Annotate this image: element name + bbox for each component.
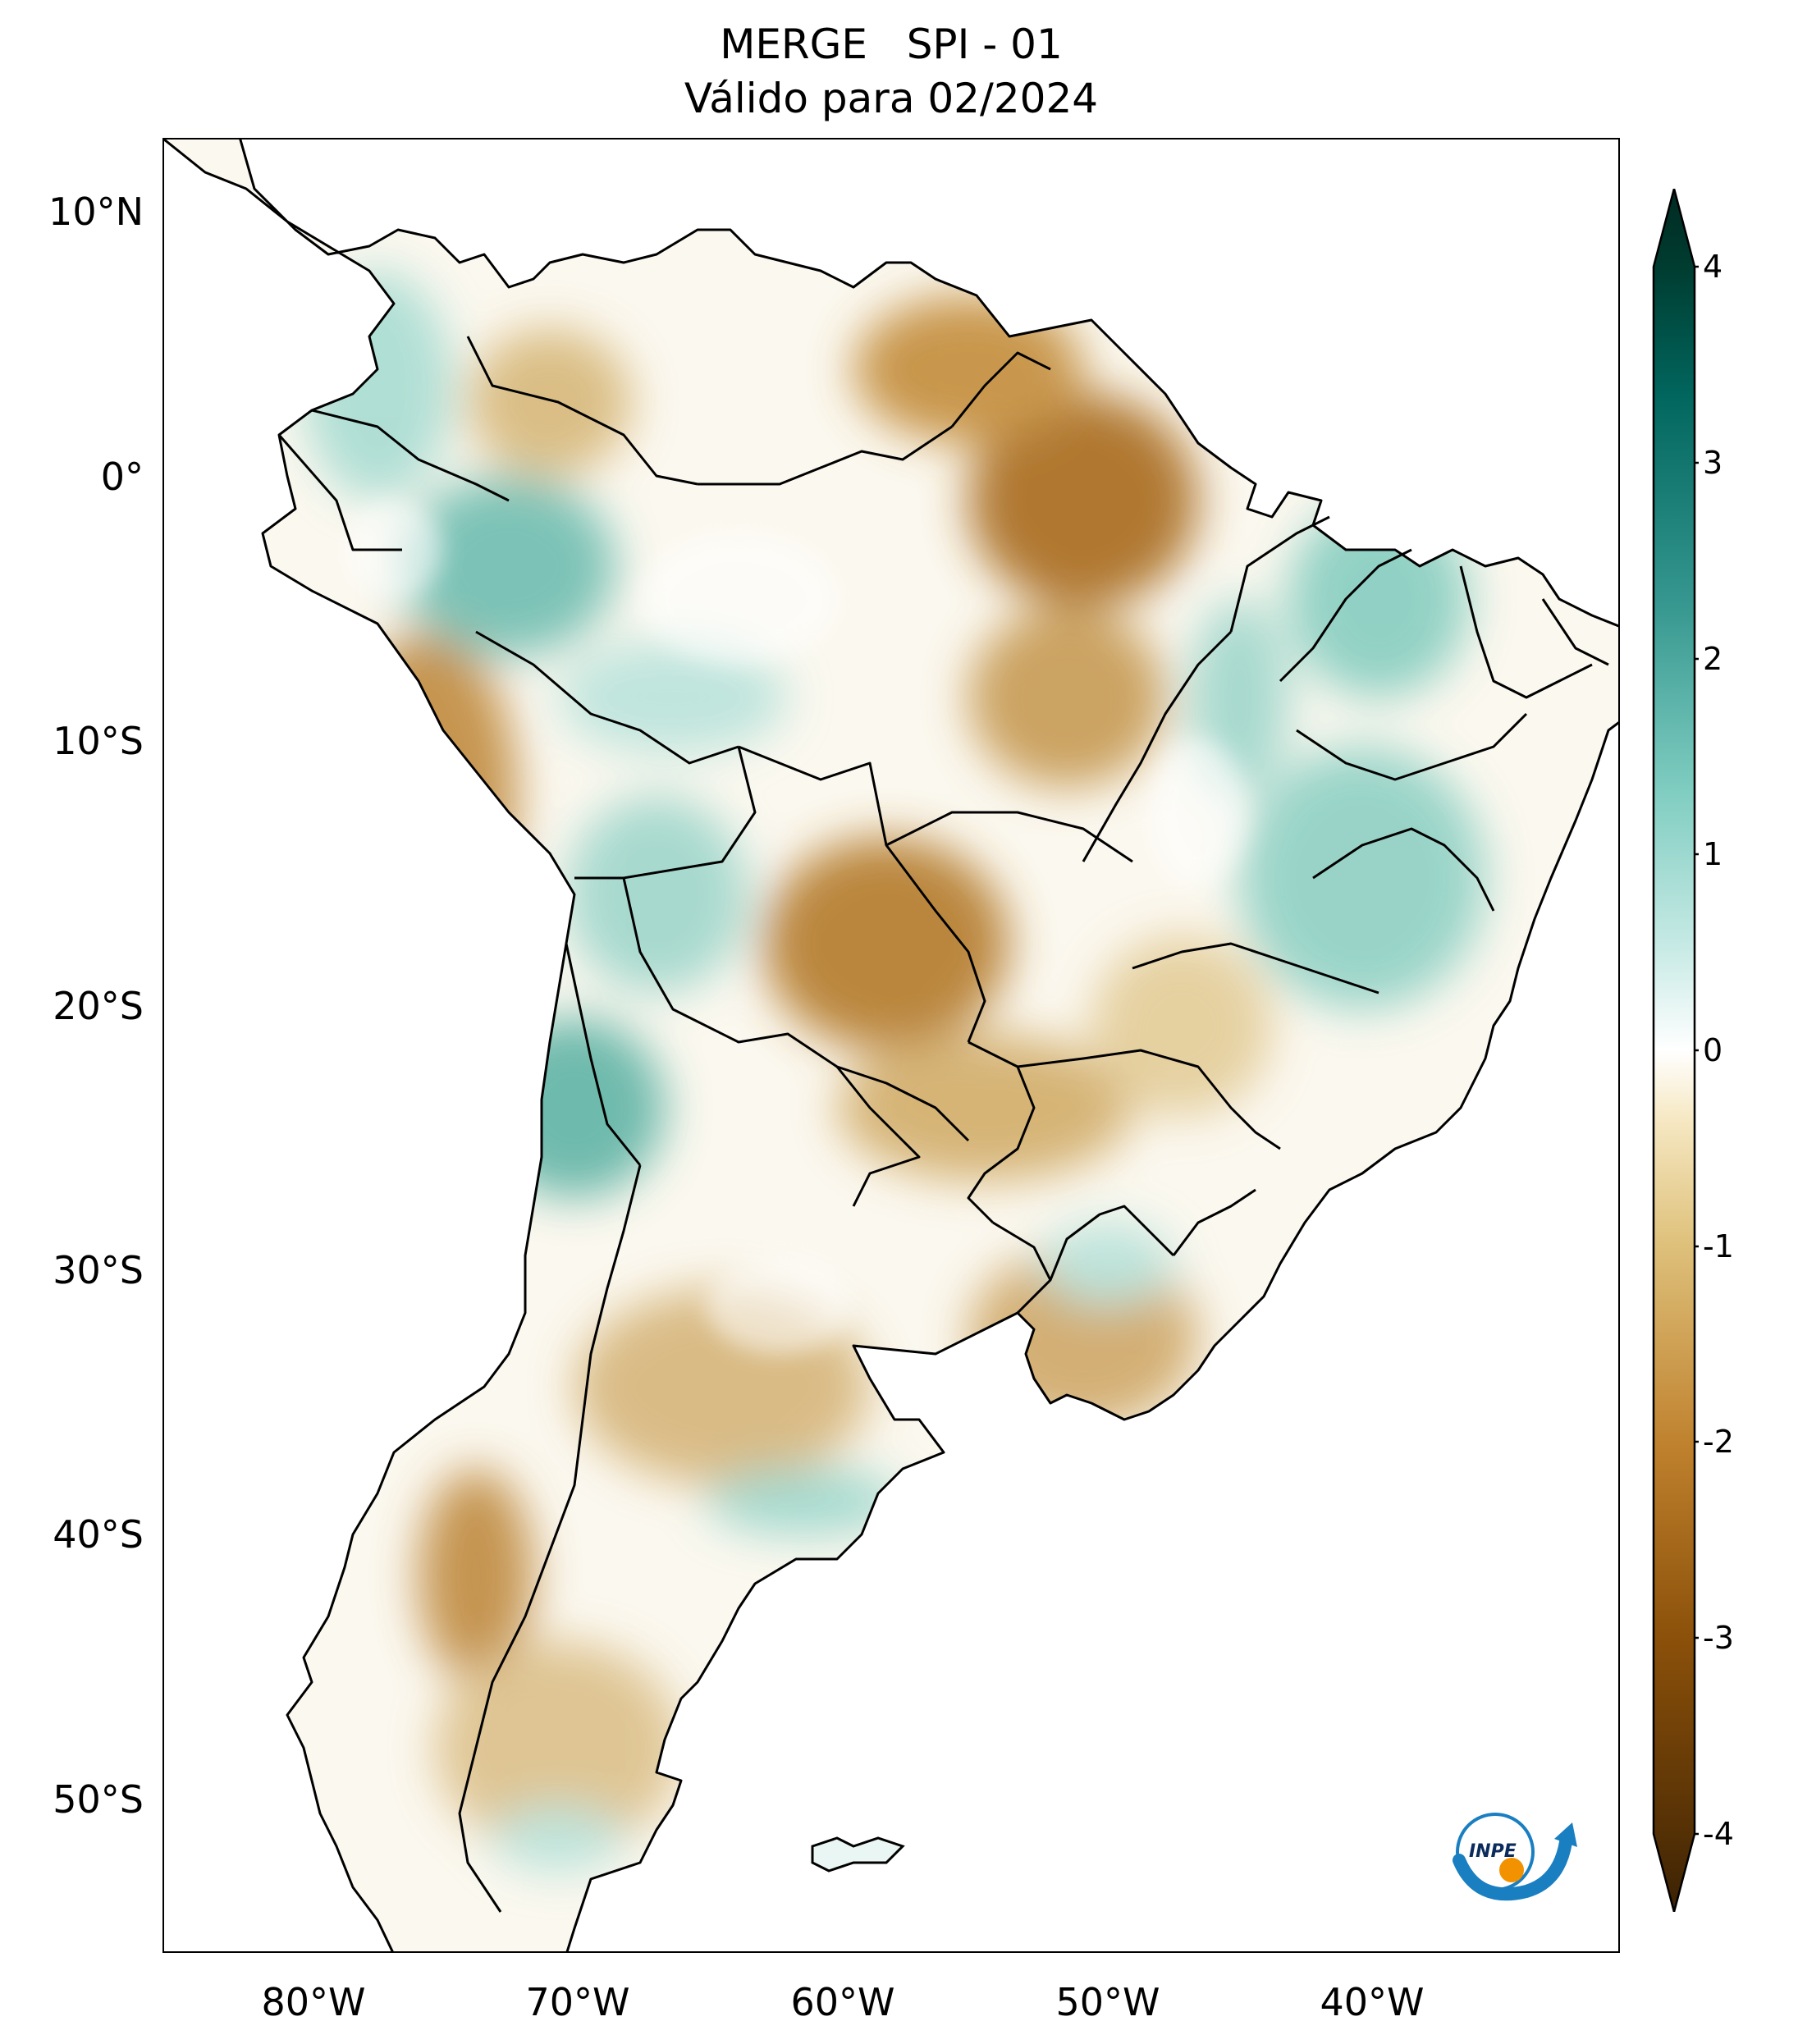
wet-anomaly-western-amazonas [402, 476, 615, 656]
colorbar-label-3: 3 [1703, 445, 1723, 481]
border-piaui [1279, 548, 1412, 683]
colorbar-label-neg1: -1 [1703, 1228, 1734, 1264]
border-bolivia-west [574, 746, 757, 880]
inpe-logo: INPE [1453, 1813, 1577, 1901]
dry-anomaly-sao-paulo [1091, 935, 1272, 1116]
border-brazil-north [698, 425, 953, 486]
logo-text: INPE [1469, 1841, 1517, 1862]
border-mato-grosso-north [885, 811, 1133, 863]
border-bolivia-brazil [738, 745, 986, 1043]
colorbar-label-2: 2 [1703, 641, 1723, 677]
border-paraguay-argentina [835, 1066, 921, 1207]
wet-anomaly-ceara [1288, 501, 1469, 697]
wet-anomaly-rio-grande-sul [1042, 1223, 1174, 1305]
dry-anomaly-central-para [968, 607, 1165, 788]
lat-label-40s: 40°S [53, 1512, 144, 1557]
colorbar-label-0: 0 [1703, 1032, 1723, 1068]
border-colombia-venezuela [466, 336, 698, 486]
dry-anomaly-para [968, 394, 1198, 607]
border-santa-catarina [1172, 1188, 1256, 1256]
logo-arrow-icon [1554, 1822, 1577, 1847]
dry-anomaly-mato-grosso [763, 837, 1009, 1050]
border-peru-brazil [475, 630, 739, 765]
wet-anomaly-amazonas-south [558, 640, 788, 755]
border-bolivia-paraguay [622, 877, 970, 1142]
map-title: MERGE SPI - 01 [720, 21, 1063, 68]
border-maranhao [1229, 515, 1330, 633]
border-colombia-ecuador [311, 409, 510, 502]
border-minas-sao-paulo [1132, 942, 1379, 995]
wet-anomaly-tierra-del-fuego [492, 1805, 624, 1871]
map-panel [162, 138, 1620, 1953]
border-chile-argentina-south [458, 1164, 642, 1913]
border-argentina-brazil [992, 1221, 1052, 1281]
border-bahia-north [1296, 712, 1528, 781]
logo-swoosh-icon [1453, 1836, 1572, 1901]
falkland-islands [811, 1836, 905, 1873]
borders [164, 139, 1618, 1951]
colorbar-label-neg2: -2 [1703, 1424, 1734, 1460]
colorbar-label-1: 1 [1703, 836, 1723, 872]
dry-anomaly-peru [336, 632, 517, 960]
dry-anomaly-colombia [468, 328, 632, 476]
border-paraiba [1541, 598, 1609, 666]
wet-anomaly-bahia [1239, 747, 1485, 1009]
wet-anomaly-bolivia [566, 796, 747, 993]
colorbar-ticks [1695, 265, 1699, 1836]
lat-label-10n: 10°N [48, 190, 144, 234]
lat-label-20s: 20°S [53, 984, 144, 1028]
dry-anomaly-paraguay [837, 1034, 1132, 1182]
lat-label-30s: 30°S [53, 1248, 144, 1292]
dry-anomaly-patagonia [435, 1641, 681, 1854]
map-subtitle: Válido para 02/2024 [684, 75, 1099, 122]
dry-anomaly-southern-chile [419, 1469, 533, 1682]
lon-label-40w: 40°W [1320, 1980, 1425, 2024]
south-america-map [164, 139, 1618, 1951]
wet-anomaly-colombia [304, 271, 451, 501]
lon-label-60w: 60°W [790, 1980, 895, 2024]
spi-field [164, 139, 1618, 1951]
colorbar [1652, 189, 1699, 1912]
lon-label-70w: 70°W [525, 1980, 630, 2024]
border-ecuador-peru [277, 434, 402, 551]
border-chile-argentina-north [565, 943, 642, 1166]
colorbar-bar [1652, 189, 1696, 1912]
colorbar-label-neg4: -4 [1703, 1816, 1734, 1852]
border-ceara-pernambuco [1459, 565, 1593, 699]
logo-sun-icon [1499, 1858, 1524, 1882]
lat-label-50s: 50°S [53, 1777, 144, 1822]
border-goias-para [1082, 630, 1233, 862]
lon-label-50w: 50°W [1055, 1980, 1160, 2024]
colorbar-label-neg3: -3 [1703, 1620, 1734, 1656]
colorbar-label-4: 4 [1703, 249, 1723, 285]
lat-label-10s: 10°S [53, 719, 144, 763]
border-minas-bahia [1312, 827, 1495, 912]
border-guyana [950, 351, 1051, 428]
border-sao-paulo-parana [1017, 1049, 1281, 1150]
lat-label-0: 0° [100, 455, 144, 499]
lon-label-80w: 80°W [261, 1980, 366, 2024]
wet-anomaly-pampas [706, 1469, 903, 1534]
